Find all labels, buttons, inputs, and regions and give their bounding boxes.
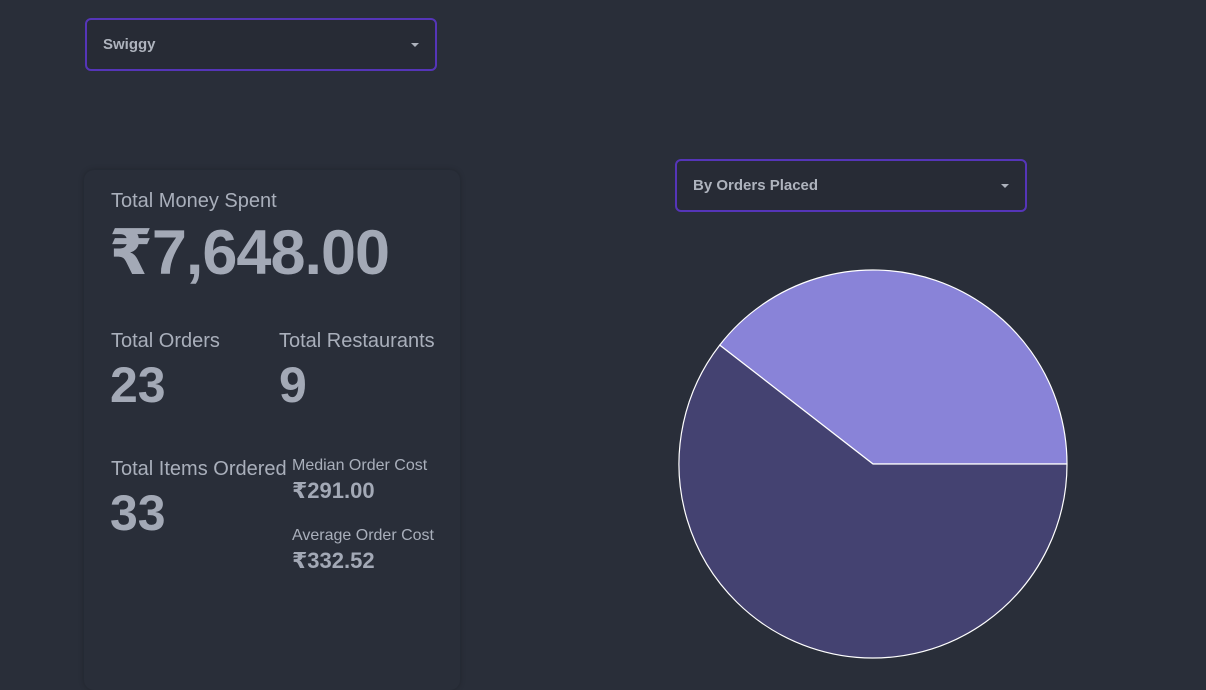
platform-select[interactable]: Swiggy bbox=[85, 18, 437, 71]
median-order-cost-label: Median Order Cost bbox=[292, 457, 428, 474]
total-items-ordered-value: 33 bbox=[110, 485, 166, 541]
average-order-cost-label: Average Order Cost bbox=[292, 527, 434, 544]
chevron-down-icon bbox=[411, 42, 419, 47]
platform-select-value: Swiggy bbox=[103, 36, 156, 53]
total-orders-value: 23 bbox=[110, 357, 166, 413]
pie-slice-1[interactable] bbox=[719, 269, 1068, 465]
total-items-ordered-label: Total Items Ordered bbox=[111, 458, 287, 480]
average-order-cost-value: ₹332.52 bbox=[292, 548, 375, 573]
total-restaurants-label: Total Restaurants bbox=[279, 330, 435, 352]
total-orders-label: Total Orders bbox=[111, 330, 220, 352]
metric-select-value: By Orders Placed bbox=[693, 177, 819, 194]
chevron-down-icon bbox=[1001, 183, 1009, 188]
total-money-spent-value: ₹7,648.00 bbox=[109, 218, 390, 288]
stats-card: Total Money Spent ₹7,648.00 Total Orders… bbox=[84, 170, 460, 690]
pie-slice-2[interactable] bbox=[678, 344, 1068, 659]
total-restaurants-value: 9 bbox=[279, 357, 307, 413]
total-money-spent-label: Total Money Spent bbox=[111, 190, 277, 212]
median-order-cost-value: ₹291.00 bbox=[292, 478, 375, 503]
metric-select[interactable]: By Orders Placed bbox=[675, 159, 1027, 212]
orders-pie-chart bbox=[678, 269, 1068, 659]
